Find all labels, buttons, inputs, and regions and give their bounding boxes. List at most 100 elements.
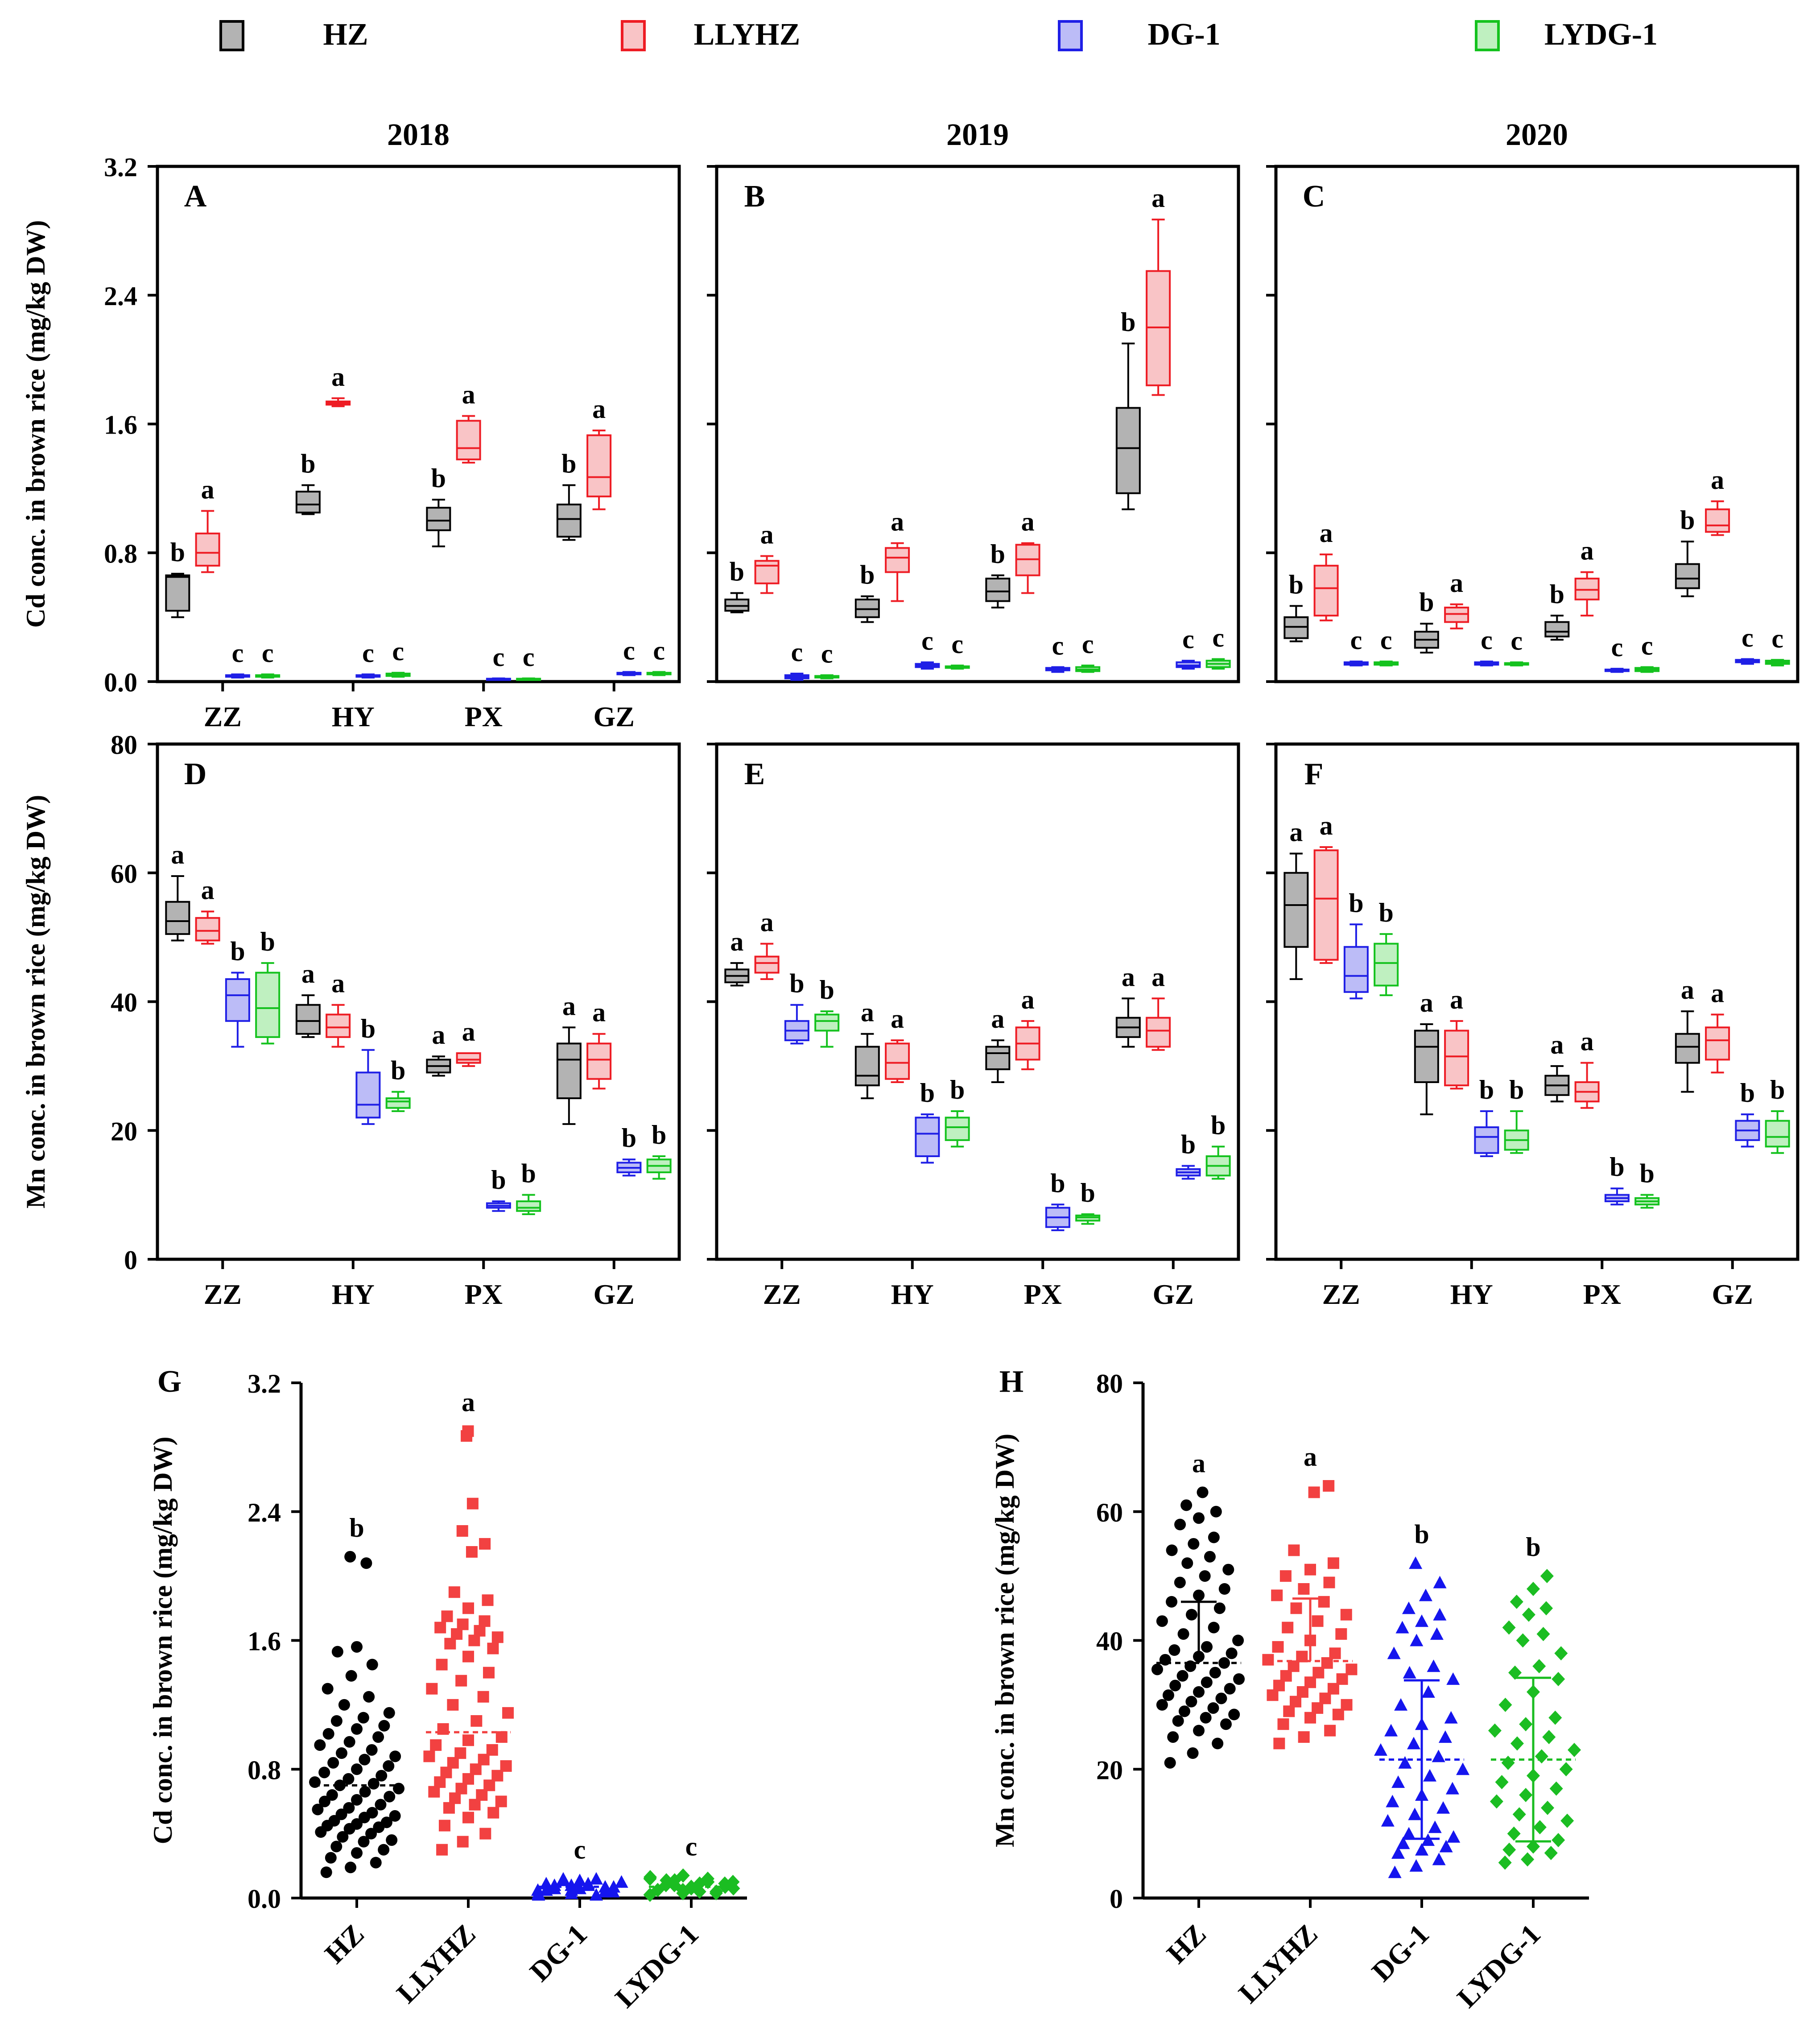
box-llyhz-hy [326, 397, 351, 407]
significance-letter: b [361, 1014, 376, 1043]
data-point [441, 1610, 453, 1622]
data-point [1335, 1628, 1347, 1640]
data-point [360, 1557, 372, 1569]
data-point [1447, 1830, 1461, 1843]
data-point [590, 1872, 603, 1885]
y-axis-label: Mn conc. in brown rice (mg/kg DW) [990, 1434, 1019, 1847]
data-point [1510, 1594, 1523, 1609]
significance-letter: c [362, 638, 374, 668]
data-point [1199, 1570, 1211, 1582]
significance-letter: b [1211, 1110, 1226, 1140]
box-llyhz-hy [885, 542, 910, 602]
panel-letter: H [999, 1365, 1023, 1399]
box-iqr [195, 917, 220, 942]
data-point [1381, 1814, 1395, 1827]
data-point [1521, 1852, 1535, 1867]
significance-letter: a [730, 927, 743, 956]
data-point [1410, 1634, 1424, 1646]
box-hz-zz [1283, 852, 1309, 980]
data-point [426, 1683, 438, 1695]
y-axis-label: Cd conc. in brown rice (mg/kg DW) [148, 1437, 177, 1845]
data-point [726, 1881, 740, 1896]
box-lydg-1-px [516, 1194, 541, 1215]
data-point [1391, 1775, 1405, 1788]
significance-letter: a [1320, 518, 1333, 548]
data-point [1226, 1647, 1238, 1659]
significance-letter: a [1420, 988, 1433, 1017]
data-point [1407, 1737, 1420, 1749]
data-point [1433, 1576, 1447, 1588]
data-point [375, 1799, 387, 1811]
data-point [1502, 1842, 1516, 1857]
box-hz-zz [165, 573, 190, 618]
data-point [314, 1739, 326, 1751]
significance-letter: c [1380, 625, 1392, 655]
data-point [462, 1650, 474, 1663]
data-point [1560, 1813, 1574, 1828]
box-hz-gz [1115, 343, 1141, 510]
data-point [337, 1831, 349, 1843]
box-hz-gz [1675, 1010, 1700, 1093]
box-iqr [754, 560, 780, 584]
significance-letter: a [201, 475, 215, 504]
box-dg-1-px [486, 677, 511, 681]
data-point [1568, 1742, 1581, 1757]
data-point [345, 1861, 357, 1874]
significance-letter: b [1526, 1532, 1540, 1562]
x-tick-label: LYDG-1 [609, 1918, 704, 2014]
y-tick-label: 0.0 [104, 668, 137, 697]
significance-letter: b [622, 1123, 636, 1153]
box-lydg-1-gz [646, 1155, 672, 1180]
significance-letter: c [1611, 633, 1623, 662]
data-point [479, 1538, 491, 1550]
data-point [693, 1884, 706, 1899]
data-point [1445, 1782, 1459, 1795]
box-lydg-1-hy [385, 672, 411, 678]
data-point [447, 1699, 459, 1711]
box-dg-1-zz [225, 972, 250, 1048]
panel-letter: G [157, 1365, 182, 1399]
legend: HZ LLYHZ DG-1 LYDG-1 [219, 17, 1658, 52]
x-tick-label: ZZ [1322, 1278, 1360, 1310]
significance-letter: b [301, 449, 315, 479]
box-iqr [165, 574, 190, 612]
significance-letter: c [1742, 623, 1754, 652]
data-point [1433, 1608, 1447, 1621]
data-point [1271, 1589, 1283, 1601]
box-iqr [1313, 565, 1339, 617]
box-llyhz-zz [754, 555, 780, 594]
box-iqr [586, 1042, 612, 1080]
box-llyhz-gz [586, 1033, 612, 1090]
data-point [376, 1770, 388, 1782]
significance-letter: a [891, 507, 904, 537]
data-point [434, 1621, 446, 1634]
data-point [1438, 1730, 1452, 1743]
data-point [1323, 1480, 1335, 1492]
significance-letter: b [1479, 1075, 1494, 1104]
box-llyhz-zz [1313, 846, 1339, 964]
data-point [1188, 1538, 1200, 1550]
data-point [436, 1658, 448, 1671]
box-dg-1-px [1604, 668, 1630, 673]
data-point [330, 1840, 343, 1853]
significance-letter: a [1450, 985, 1463, 1014]
scatter-group-dg-1 [531, 1872, 628, 1901]
box-lydg-1-px [1075, 1213, 1101, 1225]
data-point [389, 1750, 401, 1762]
data-point [1415, 1614, 1428, 1627]
box-dg-1-px [1045, 1204, 1070, 1232]
data-point [372, 1731, 384, 1743]
x-tick-label: LYDG-1 [1451, 1918, 1546, 2014]
data-point [1495, 1775, 1509, 1790]
box-hz-zz [165, 875, 190, 942]
significance-letter: b [230, 937, 245, 966]
y-tick-label: 0.8 [104, 539, 137, 568]
data-point [1197, 1486, 1209, 1498]
data-point [1510, 1736, 1524, 1751]
data-point [1177, 1628, 1189, 1640]
box-iqr [985, 578, 1011, 602]
data-point [479, 1828, 491, 1840]
x-tick-label: GZ [1712, 1278, 1753, 1310]
box-iqr [1313, 849, 1339, 961]
